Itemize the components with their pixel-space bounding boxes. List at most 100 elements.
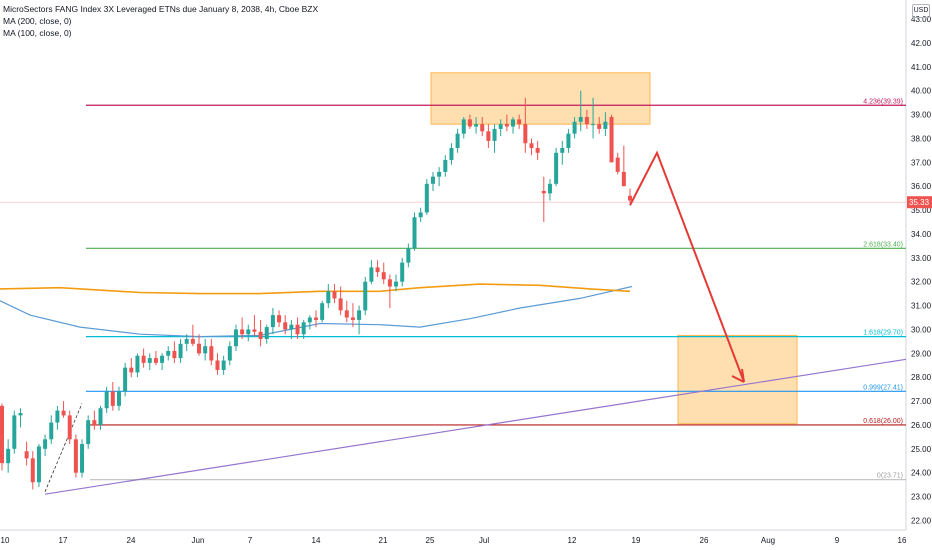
candle-body-15	[92, 420, 97, 425]
candle-body-10	[61, 410, 66, 416]
candle-body-27	[166, 350, 171, 356]
candle-body-41	[252, 329, 257, 332]
candle-body-70	[430, 176, 435, 184]
candle-body-81	[498, 124, 503, 129]
candle-body-16	[98, 408, 103, 425]
candle-body-90	[554, 152, 559, 184]
candle-body-77	[474, 124, 479, 127]
x-tick-label-14: 16	[898, 536, 907, 545]
y-tick-label-6: 28.00	[911, 373, 932, 382]
candle-body-25	[153, 358, 158, 363]
candle-body-61	[375, 267, 380, 273]
candle-body-7	[43, 439, 48, 449]
legend-ma100: MA (100, close, 0)	[3, 28, 72, 38]
y-tick-label-3: 25.00	[911, 445, 932, 454]
candle-body-32	[197, 343, 202, 354]
last-price-box	[907, 196, 932, 209]
candle-body-95	[584, 116, 589, 125]
currency-label[interactable]: USD	[912, 4, 930, 18]
candle-body-37	[227, 346, 232, 361]
candle-body-71	[437, 171, 442, 177]
candle-body-74	[455, 133, 460, 149]
x-tick-label-1: 17	[59, 536, 68, 545]
ma100-line	[0, 285, 633, 338]
candle-body-21	[129, 367, 134, 373]
candle-body-72	[443, 159, 448, 172]
x-tick-label-13: 9	[835, 536, 840, 545]
candle-body-69	[424, 183, 429, 213]
candle-body-52	[320, 303, 325, 320]
candle-body-39	[240, 329, 245, 335]
fib-label-5: 0(23.71)	[877, 473, 903, 480]
candle-body-43	[264, 327, 269, 340]
candle-body-13	[80, 444, 85, 473]
y-tick-label-0: 22.00	[911, 516, 932, 525]
candle-body-75	[461, 119, 466, 134]
candle-body-5	[30, 458, 35, 483]
x-tick-label-8: Jul	[479, 536, 489, 545]
candle-body-11	[67, 415, 72, 440]
candle-body-78	[480, 124, 485, 132]
candle-body-65	[400, 262, 405, 282]
chart-legend: MicroSectors FANG Index 3X Leveraged ETN…	[3, 3, 318, 39]
y-tick-label-10: 32.00	[911, 278, 932, 287]
candle-body-88	[541, 190, 546, 194]
y-tick-label-19: 41.00	[911, 63, 932, 72]
candle-body-42	[258, 331, 263, 340]
x-tick-label-10: 19	[632, 536, 641, 545]
x-tick-label-12: Aug	[761, 536, 775, 545]
candle-body-83	[511, 119, 516, 127]
candle-body-19	[116, 391, 121, 406]
x-tick-label-3: Jun	[192, 536, 205, 545]
x-tick-label-5: 14	[312, 536, 321, 545]
y-tick-label-5: 27.00	[911, 397, 932, 406]
candle-body-58	[357, 310, 362, 320]
y-tick-label-7: 29.00	[911, 349, 932, 358]
candle-body-96	[591, 124, 596, 126]
candle-body-73	[449, 148, 454, 160]
candle-body-35	[215, 360, 220, 371]
candle-body-56	[344, 310, 349, 318]
candle-body-63	[387, 279, 392, 287]
last-price-label: 35.33	[909, 198, 930, 207]
candle-body-93	[572, 121, 577, 134]
candle-body-26	[160, 355, 165, 363]
y-tick-label-16: 38.00	[911, 134, 932, 143]
x-tick-label-0: 10	[1, 536, 10, 545]
x-tick-label-6: 21	[379, 536, 388, 545]
candle-body-76	[467, 119, 472, 127]
candle-body-54	[332, 291, 337, 299]
candle-body-9	[55, 410, 60, 423]
candle-body-2	[12, 415, 17, 449]
candle-body-91	[560, 148, 565, 153]
candle-body-89	[547, 183, 552, 194]
ma200-line	[0, 283, 631, 295]
candle-body-1	[6, 448, 11, 464]
fib-label-4: 0.618(26.00)	[863, 418, 903, 425]
candle-body-45	[277, 315, 282, 323]
candle-body-38	[233, 329, 238, 347]
candle-body-62	[381, 272, 386, 280]
candle-body-30	[184, 339, 189, 344]
dashed-connector	[44, 403, 83, 492]
candle-body-20	[123, 367, 128, 392]
candle-body-49	[301, 322, 306, 335]
candle-body-68	[418, 212, 423, 218]
x-tick-label-2: 24	[127, 536, 136, 545]
candle-body-53	[326, 291, 331, 304]
legend-title: MicroSectors FANG Index 3X Leveraged ETN…	[3, 4, 319, 14]
y-tick-label-20: 42.00	[911, 39, 932, 48]
candle-body-94	[578, 116, 583, 122]
candle-body-24	[147, 358, 152, 363]
candle-body-8	[49, 422, 54, 440]
projection-arrowhead	[731, 368, 745, 383]
candle-body-31	[190, 339, 195, 344]
y-tick-label-12: 34.00	[911, 230, 932, 239]
fib-label-0: 4.236(39.39)	[863, 98, 903, 105]
candle-body-102	[628, 195, 632, 201]
candle-body-33	[203, 346, 208, 354]
y-tick-label-13: 35.00	[911, 206, 932, 215]
fib-label-3: 0.999(27.41)	[863, 384, 903, 391]
